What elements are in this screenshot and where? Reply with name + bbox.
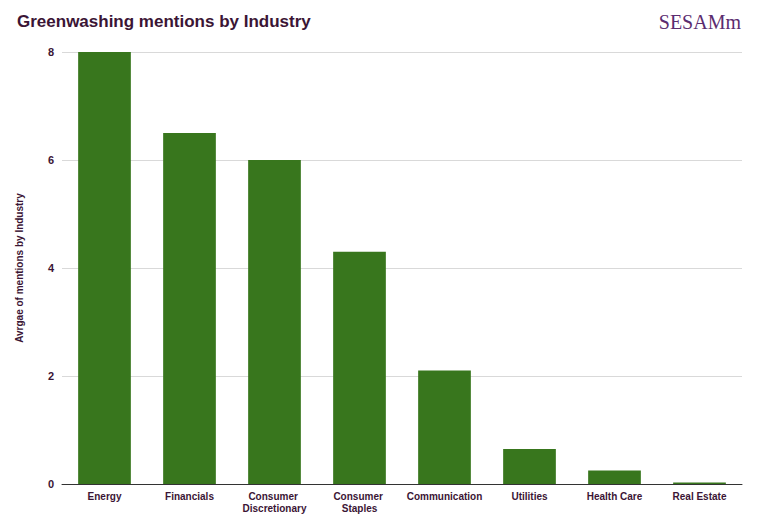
svg-text:Financials: Financials xyxy=(165,491,214,502)
svg-text:8: 8 xyxy=(48,46,54,58)
svg-text:Real Estate: Real Estate xyxy=(673,491,727,502)
svg-text:SESAMm: SESAMm xyxy=(659,11,742,33)
svg-text:Energy: Energy xyxy=(88,491,122,502)
svg-text:Communication: Communication xyxy=(407,491,483,502)
svg-text:0: 0 xyxy=(48,478,54,490)
svg-text:4: 4 xyxy=(48,262,55,274)
svg-text:Consumer: Consumer xyxy=(333,491,385,502)
svg-text:Utilities: Utilities xyxy=(511,491,548,502)
svg-text:Health Care: Health Care xyxy=(587,491,643,502)
svg-text:Consumer: Consumer xyxy=(248,491,300,502)
svg-text:Discretionary: Discretionary xyxy=(243,503,307,514)
svg-text:6: 6 xyxy=(48,154,54,166)
svg-text:Avrgae of mentions by Industry: Avrgae of mentions by Industry xyxy=(14,193,25,343)
svg-text:Staples: Staples xyxy=(342,503,378,514)
svg-text:Greenwashing mentions by Indus: Greenwashing mentions by Industry xyxy=(17,12,311,31)
svg-text:2: 2 xyxy=(48,370,54,382)
